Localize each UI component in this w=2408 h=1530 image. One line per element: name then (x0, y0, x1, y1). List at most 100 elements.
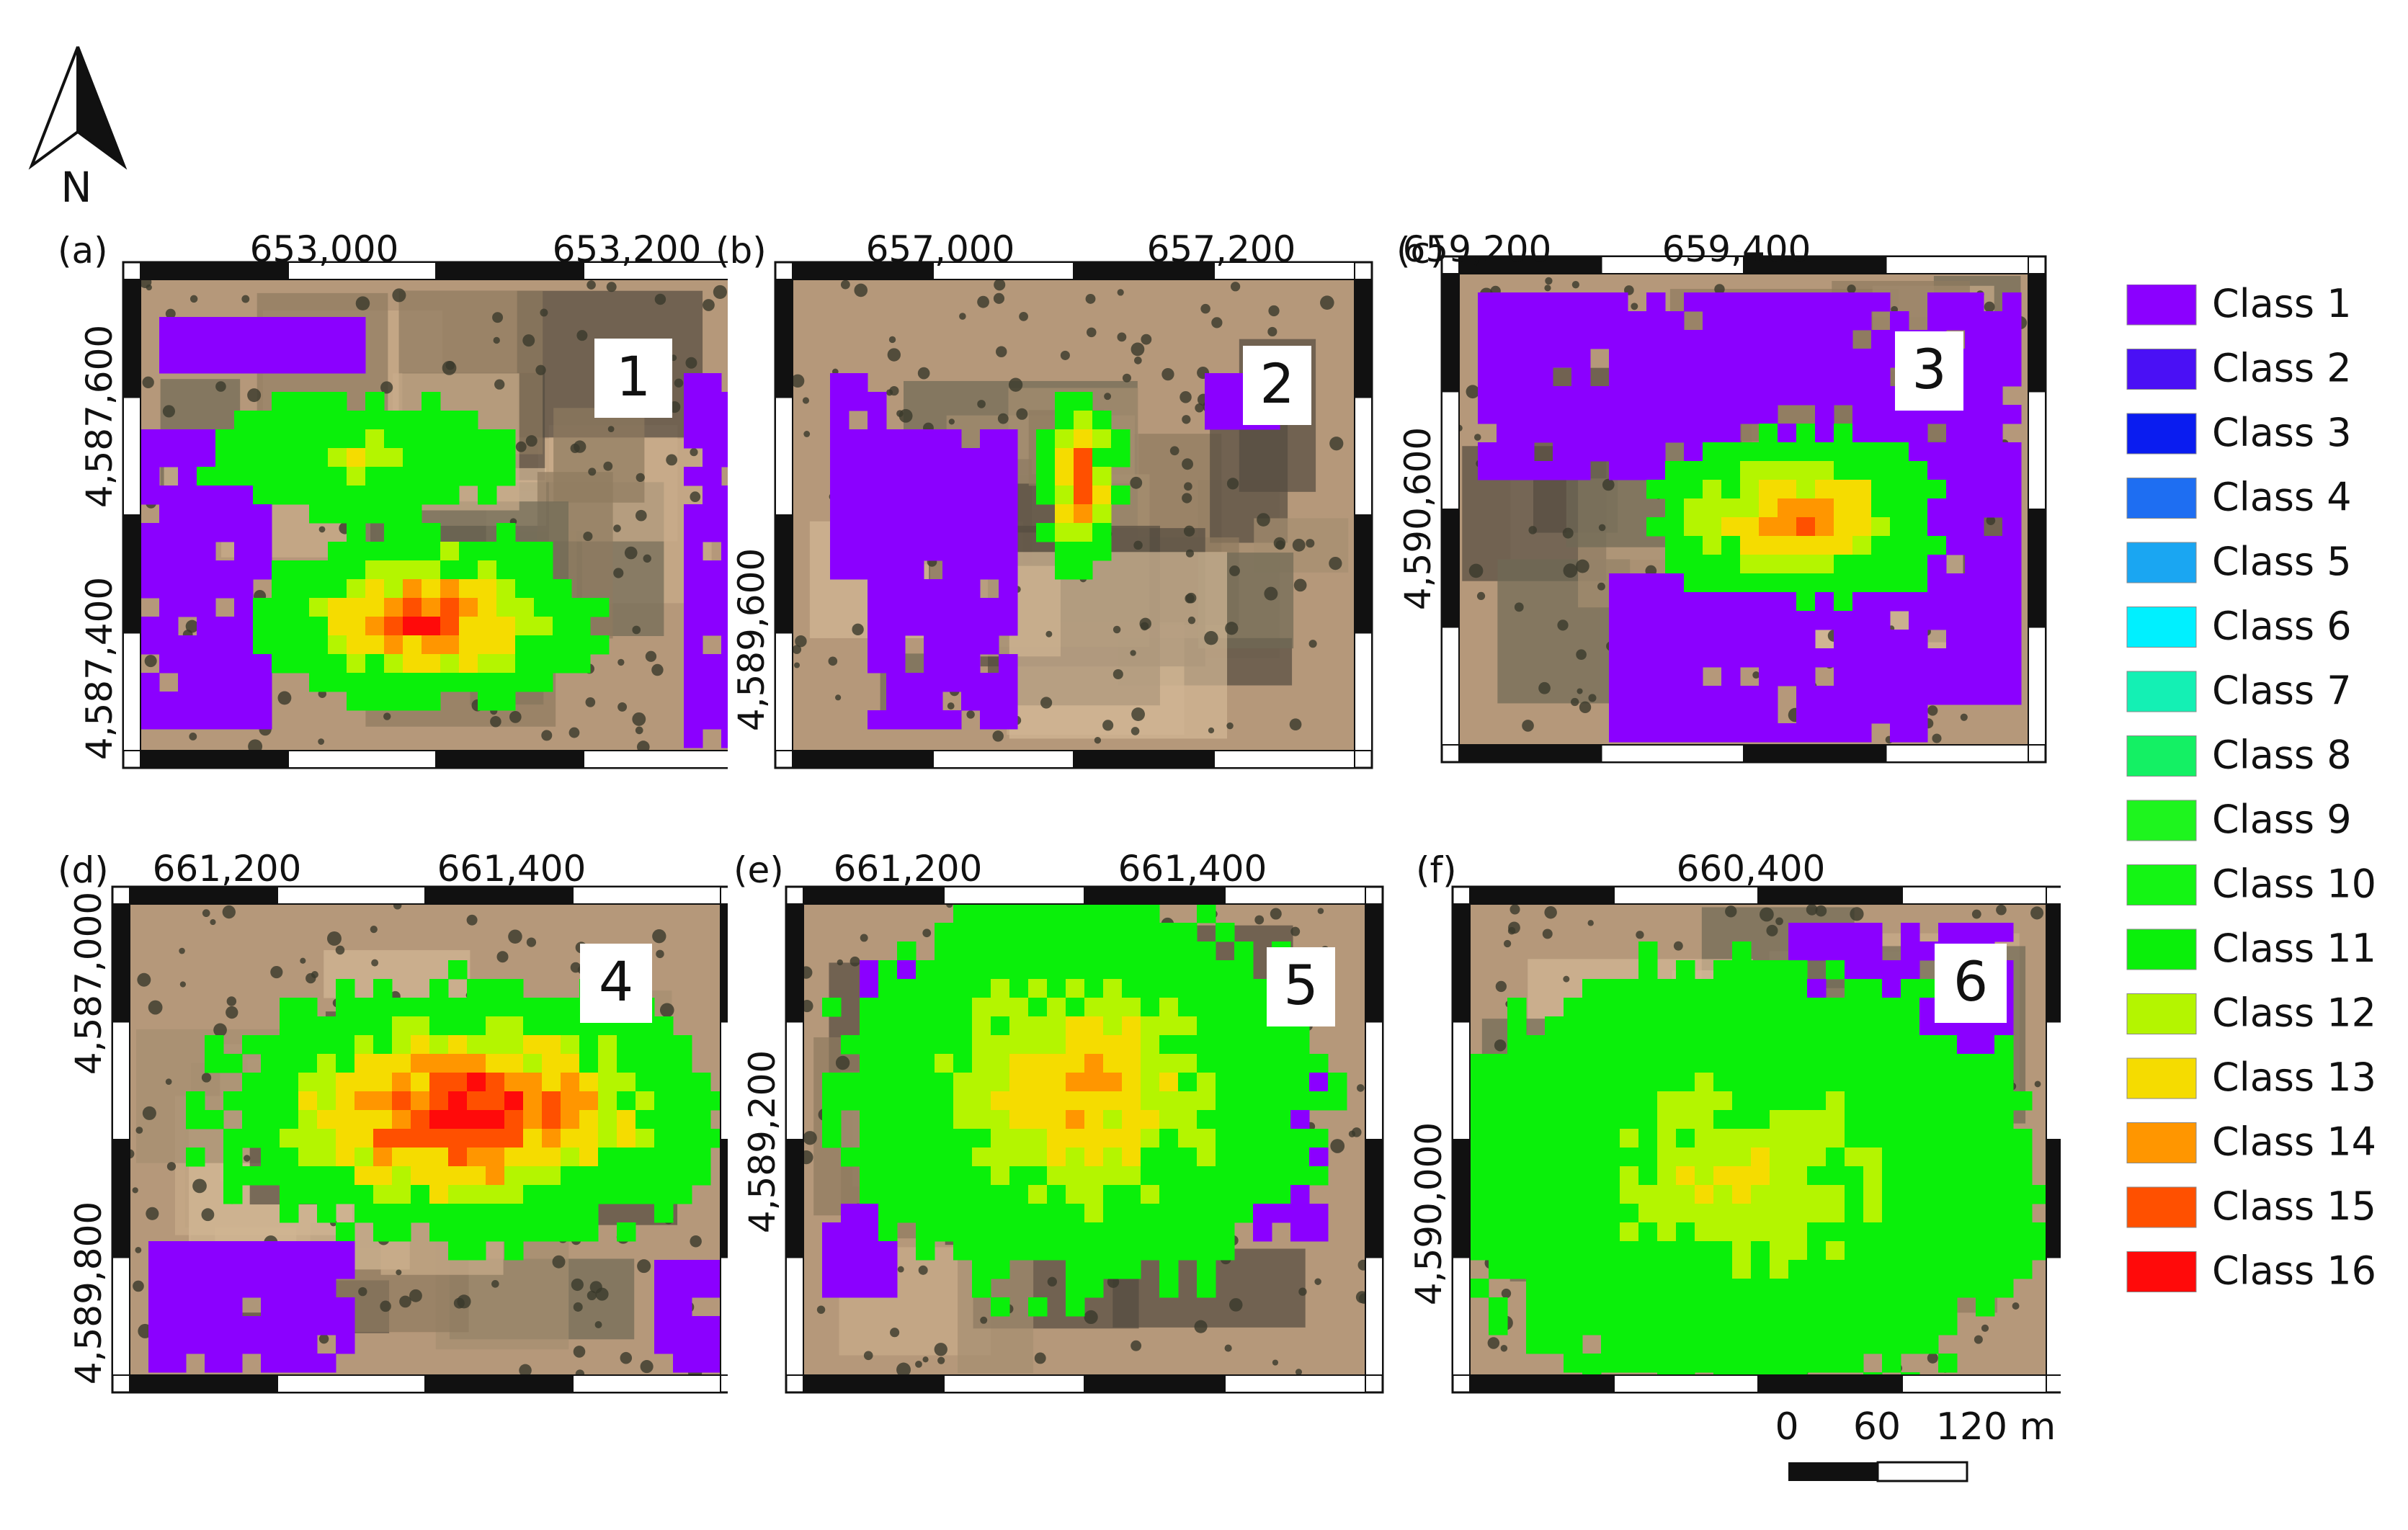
x-tick-label: 661,400 (1118, 850, 1267, 890)
legend-item: Class 8 (2126, 733, 2352, 778)
legend-label: Class 12 (2212, 990, 2376, 1036)
legend-label: Class 1 (2212, 285, 2352, 326)
svg-text:3: 3 (1912, 337, 1946, 401)
map-panel-1: (a) 653,000 653,200 4,587,600 4,587,400 1 (58, 231, 728, 769)
legend-item: Class 7 (2126, 668, 2352, 713)
legend-item: Class 11 (2126, 926, 2376, 971)
svg-text:1: 1 (616, 344, 651, 408)
legend-item: Class 14 (2126, 1119, 2376, 1165)
legend-swatch (2126, 413, 2197, 455)
legend-label: Class 5 (2212, 539, 2352, 584)
legend-item: Class 12 (2126, 990, 2376, 1036)
legend-label: Class 7 (2212, 668, 2352, 713)
svg-text:5: 5 (1283, 953, 1318, 1017)
scale-segment-white (1876, 1461, 1968, 1482)
map-frame (111, 885, 728, 1394)
legend-label: Class 14 (2212, 1119, 2376, 1165)
legend-swatch (2126, 671, 2197, 712)
legend-item: Class 3 (2126, 410, 2352, 455)
x-tick-label: 653,000 (250, 231, 399, 270)
map-frame (122, 261, 728, 769)
legend-item: Class 1 (2126, 285, 2352, 326)
map-panel-3: (c)659,200 659,400 4,590,600 3 (1396, 231, 2047, 764)
x-tick-label: 661,200 (834, 850, 983, 890)
legend-label: Class 11 (2212, 926, 2376, 971)
panel-number-badge: 3 (1895, 331, 1963, 411)
scale-label-60: 60 (1853, 1405, 1901, 1449)
scale-label-120: 120 m (1936, 1405, 2056, 1449)
y-tick-label: 4,590,000 (1412, 1122, 1450, 1305)
legend-swatch (2126, 929, 2197, 970)
legend-label: Class 10 (2212, 862, 2376, 907)
y-tick-label: 4,587,000 (68, 892, 110, 1075)
legend-swatch (2126, 993, 2197, 1034)
panel-letter: (f) (1416, 850, 1457, 891)
legend-item: Class 6 (2126, 604, 2352, 649)
panel-number-badge: 4 (580, 944, 652, 1023)
y-tick-label: 4,589,200 (741, 1050, 783, 1233)
legend-swatch (2126, 478, 2197, 519)
map-frame (1440, 255, 2047, 764)
panel-letter: (a) (58, 231, 108, 272)
panel-letter: (b) (715, 231, 767, 272)
panel-number-badge: 6 (1935, 944, 2007, 1023)
legend: Class 1 Class 2 Class 3 Class 4 Class 5 Class… (2126, 285, 2376, 1294)
legend-item: Class 2 (2126, 346, 2352, 391)
legend-label: Class 8 (2212, 733, 2352, 778)
map-frame (774, 261, 1373, 769)
legend-item: Class 16 (2126, 1248, 2376, 1294)
classification-raster (830, 373, 1280, 730)
legend-item: Class 13 (2126, 1055, 2376, 1100)
legend-label: Class 3 (2212, 410, 2352, 455)
scale-label-0: 0 (1775, 1405, 1798, 1449)
legend-label: Class 13 (2212, 1055, 2376, 1100)
north-arrow: N (28, 46, 128, 212)
legend-swatch (2126, 735, 2197, 777)
panel-letter: (e) (733, 850, 784, 891)
panel-number-badge: 5 (1267, 947, 1335, 1026)
legend-item: Class 10 (2126, 862, 2376, 907)
legend-label: Class 6 (2212, 604, 2352, 649)
y-tick-label: 4,590,600 (1397, 427, 1439, 610)
legend-label: Class 4 (2212, 475, 2352, 520)
y-tick-label: 4,589,800 (68, 1202, 110, 1384)
classification-raster (822, 904, 1347, 1317)
x-tick-label: 660,400 (1677, 850, 1826, 890)
legend-swatch (2126, 1251, 2197, 1292)
x-tick-label: 657,000 (866, 231, 1015, 270)
x-tick-label: 659,400 (1662, 231, 1811, 270)
legend-swatch (2126, 800, 2197, 841)
map-panel-4: (d) 661,200 661,400 4,587,000 4,589,800 4 (58, 850, 728, 1394)
map-panel-6: (f) 660,400 4,590,000 6 (1412, 850, 2061, 1394)
legend-swatch (2126, 349, 2197, 390)
legend-swatch (2126, 542, 2197, 583)
north-label: N (61, 163, 92, 212)
scale-bar: 0 60 120 m (1775, 1405, 2056, 1482)
scale-segment-black (1788, 1462, 1878, 1481)
svg-text:2: 2 (1259, 352, 1294, 416)
svg-text:4: 4 (599, 949, 633, 1014)
panel-number-badge: 1 (594, 339, 672, 418)
legend-item: Class 5 (2126, 539, 2352, 584)
legend-label: Class 15 (2212, 1184, 2376, 1229)
legend-swatch (2126, 1122, 2197, 1163)
svg-text:6: 6 (1953, 949, 1988, 1014)
legend-swatch (2126, 285, 2197, 326)
classification-raster (141, 317, 728, 748)
legend-swatch (2126, 1186, 2197, 1228)
map-frame (1451, 885, 2061, 1394)
map-frame (785, 885, 1384, 1394)
map-panel-2: (b) 657,000 657,200 4,589,600 2 (715, 231, 1373, 769)
x-tick-label: 659,200 (1403, 231, 1552, 270)
x-tick-label: 657,200 (1147, 231, 1296, 270)
x-tick-label: 661,200 (153, 850, 302, 890)
legend-item: Class 4 (2126, 475, 2352, 520)
y-tick-label: 4,589,600 (731, 548, 772, 731)
legend-label: Class 16 (2212, 1248, 2376, 1294)
legend-label: Class 2 (2212, 346, 2352, 391)
y-tick-label: 4,587,600 (79, 325, 120, 508)
legend-label: Class 9 (2212, 797, 2352, 842)
panel-number-badge: 2 (1243, 346, 1311, 425)
north-arrow-icon (28, 46, 128, 170)
legend-item: Class 15 (2126, 1184, 2376, 1229)
